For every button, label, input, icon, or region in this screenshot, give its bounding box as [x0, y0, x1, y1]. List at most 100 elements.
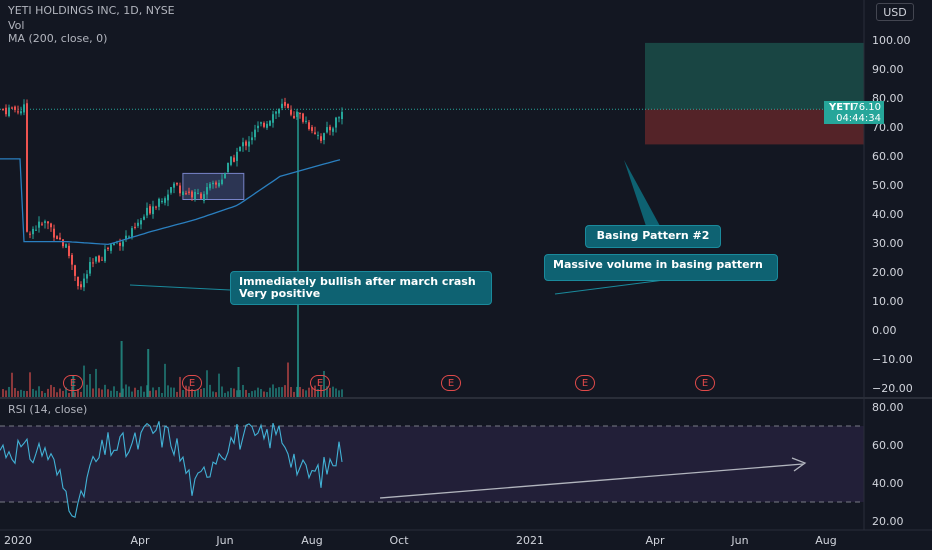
candle-body [35, 229, 37, 231]
volume-bar [86, 384, 88, 397]
volume-bar [311, 387, 313, 397]
candle-body [23, 104, 25, 113]
volume-bar [35, 390, 37, 397]
candle-body [335, 117, 337, 128]
volume-bar [125, 384, 127, 397]
rsi-band [0, 426, 864, 502]
volume-bar [191, 389, 193, 397]
candle-body [125, 235, 127, 240]
rsi-tick-label: 60.00 [872, 439, 904, 452]
candle-body [185, 193, 187, 195]
volume-bar [140, 386, 142, 397]
candle-body [302, 113, 304, 122]
candle-body [92, 262, 94, 264]
volume-bar [269, 387, 271, 397]
legend-volume: Vol [8, 19, 25, 32]
earnings-marker[interactable]: E [695, 375, 715, 391]
volume-bar [248, 392, 250, 397]
candle-body [308, 122, 310, 130]
candle-body [317, 134, 319, 136]
candle-body [257, 125, 259, 129]
volume-bar [275, 388, 277, 397]
candle-body [77, 276, 79, 287]
candle-body [311, 127, 313, 131]
callout-bullish-line2: Very positive [239, 287, 321, 300]
volume-bar [20, 389, 22, 397]
price-tag-countdown: 04:44:34 [836, 113, 881, 124]
candle-body [149, 206, 151, 214]
price-tag: YETI 76.10 04:44:34 [824, 101, 884, 124]
earnings-marker[interactable]: E [441, 375, 461, 391]
volume-bar [2, 389, 4, 397]
candle-body [167, 194, 169, 201]
legend-ma: MA (200, close, 0) [8, 32, 108, 45]
price-tick-label: 40.00 [872, 208, 904, 221]
volume-bar [32, 388, 34, 397]
volume-bar [134, 387, 136, 397]
volume-bar [146, 385, 148, 397]
currency-button[interactable]: USD [876, 3, 914, 21]
candle-body [188, 191, 190, 193]
candle-body [299, 113, 301, 115]
earnings-marker[interactable]: E [63, 375, 83, 391]
volume-bar [251, 391, 253, 397]
candle-body [95, 256, 97, 262]
price-tick-label: −10.00 [872, 353, 913, 366]
candle-body [305, 120, 307, 122]
candle-body [227, 162, 229, 173]
candle-body [122, 241, 124, 247]
candle-body [38, 221, 40, 228]
volume-bar [326, 386, 328, 397]
candle-body [41, 223, 43, 225]
candle-body [191, 191, 193, 198]
candle-body [107, 247, 109, 249]
candle-body [266, 123, 268, 128]
earnings-marker[interactable]: E [182, 375, 202, 391]
candle-body [314, 132, 316, 135]
callout-massive-volume[interactable]: Massive volume in basing pattern [544, 254, 778, 281]
callout-connector [554, 278, 673, 295]
candle-body [224, 173, 226, 179]
callout-basing-pattern-text: Basing Pattern #2 [596, 229, 710, 242]
volume-bar [95, 368, 97, 397]
rsi-tick-label: 40.00 [872, 477, 904, 490]
volume-spike [120, 341, 123, 397]
candle-body [263, 122, 265, 127]
volume-bar [245, 389, 247, 397]
price-tag-symbol: YETI [829, 102, 854, 113]
volume-bar [8, 386, 10, 397]
volume-spike [297, 112, 299, 397]
price-tick-label: 90.00 [872, 63, 904, 76]
volume-bar [155, 390, 157, 397]
callout-connector [129, 284, 231, 291]
volume-bar [152, 387, 154, 397]
callout-basing-pattern[interactable]: Basing Pattern #2 [585, 225, 721, 248]
volume-bar [266, 392, 268, 397]
volume-bar [272, 384, 274, 397]
volume-bar [29, 372, 31, 397]
volume-bar [50, 384, 52, 397]
volume-bar [209, 384, 211, 397]
candle-body [164, 198, 166, 203]
candle-body [293, 115, 295, 119]
candle-body [29, 233, 31, 235]
earnings-marker[interactable]: E [310, 375, 330, 391]
candle-body [173, 183, 175, 188]
volume-bar [11, 372, 13, 397]
earnings-marker[interactable]: E [575, 375, 595, 391]
ma-line [0, 158, 341, 246]
price-tick-label: 60.00 [872, 150, 904, 163]
candle-body [62, 239, 64, 247]
candle-body [326, 127, 328, 133]
volume-bar [263, 391, 265, 397]
candle-body [281, 103, 283, 109]
volume-bar [320, 385, 322, 397]
volume-bar [185, 385, 187, 397]
volume-bar [71, 386, 73, 397]
volume-bar [80, 391, 82, 397]
volume-spike [237, 367, 240, 397]
volume-bar [224, 392, 226, 397]
candle-body [2, 109, 4, 111]
candle-body [71, 254, 73, 265]
callout-bullish[interactable]: Immediately bullish after march crash Ve… [230, 271, 492, 305]
